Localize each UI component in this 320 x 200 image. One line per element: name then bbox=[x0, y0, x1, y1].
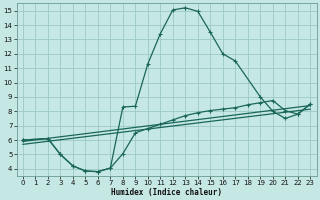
X-axis label: Humidex (Indice chaleur): Humidex (Indice chaleur) bbox=[111, 188, 222, 197]
